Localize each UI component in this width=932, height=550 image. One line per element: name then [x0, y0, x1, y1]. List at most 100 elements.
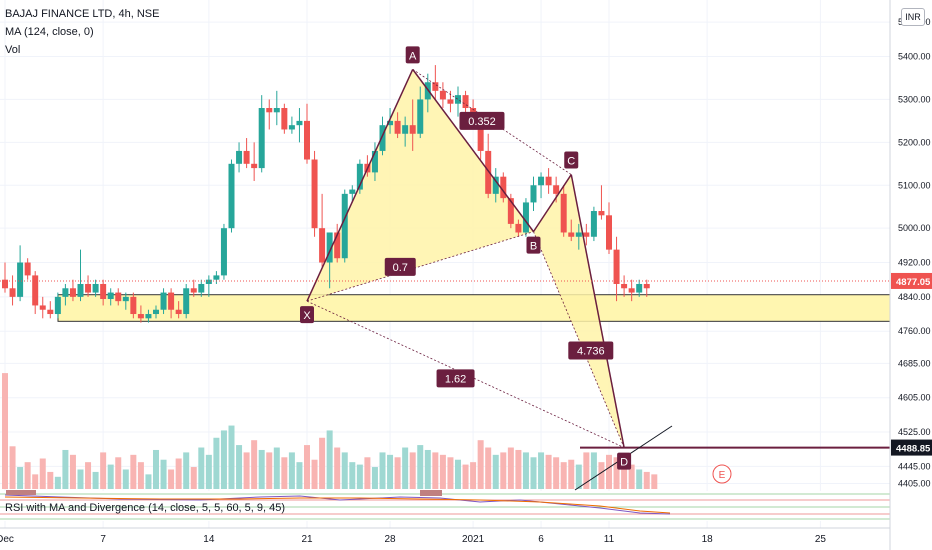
pattern-ratio-label: 0.352	[468, 116, 496, 128]
price-axis-label: 5300.00	[898, 94, 931, 104]
volume-bar	[470, 462, 477, 489]
volume-bar	[39, 458, 46, 489]
volume-bar	[485, 447, 492, 489]
pattern-ratio-label: 4.736	[577, 346, 605, 358]
volume-bar	[296, 462, 303, 489]
price-axis-label: 5200.00	[898, 137, 931, 147]
volume-bar	[651, 474, 658, 489]
candle-body	[590, 211, 597, 237]
candle-body	[409, 125, 416, 134]
volume-bar	[515, 449, 522, 489]
pattern-point-label-bg	[526, 236, 541, 254]
candle-body	[24, 262, 31, 276]
time-axis-label: 21	[301, 534, 313, 545]
pattern-leg	[306, 69, 414, 302]
volume-bar	[100, 452, 107, 489]
volume-bar	[522, 452, 529, 489]
candle-body	[485, 150, 492, 194]
candle-body	[47, 309, 54, 315]
candle-body	[560, 193, 567, 233]
candle-body	[168, 292, 175, 310]
volume-bar	[9, 446, 16, 489]
currency-badge[interactable]: INR	[901, 8, 925, 26]
candle-body	[258, 108, 265, 169]
candle-body	[583, 232, 590, 237]
candle-body	[417, 99, 424, 134]
candle-body	[175, 309, 182, 315]
pattern-ratio-label: 0.7	[393, 262, 408, 274]
rsi-legend[interactable]: RSI with MA and Divergence (14, close, 5…	[5, 502, 286, 514]
pattern-point-label-bg	[405, 46, 420, 64]
volume-bar	[145, 474, 152, 489]
candle-body	[492, 176, 499, 194]
volume-bar	[379, 452, 386, 489]
price-axis-label: 4445.00	[898, 461, 931, 471]
time-axis-label: 7	[100, 534, 106, 545]
volume-bar	[273, 447, 280, 489]
candle-body	[85, 283, 92, 293]
volume-legend[interactable]: Vol	[5, 44, 21, 56]
time-axis-label: 28	[384, 534, 396, 545]
volume-bar	[507, 447, 514, 489]
volume-bar	[258, 449, 265, 489]
volume-bar	[54, 476, 61, 489]
time-axis-label: 18	[702, 534, 714, 545]
candle-body	[130, 296, 137, 315]
volume-bar	[553, 457, 560, 489]
volume-bar	[439, 454, 446, 489]
pattern-ratio-label: 1.62	[445, 373, 466, 385]
volume-bar	[409, 452, 416, 489]
volume-bar	[568, 459, 575, 489]
time-axis-label: 25	[815, 534, 827, 545]
volume-bar	[32, 474, 39, 489]
candle-body	[39, 305, 46, 310]
symbol-legend[interactable]: BAJAJ FINANCE LTD, 4h, NSE	[5, 8, 160, 20]
volume-bar	[628, 464, 635, 489]
volume-bar	[538, 452, 545, 489]
ma-legend[interactable]: MA (124, close, 0)	[5, 26, 94, 38]
volume-bar	[288, 452, 295, 489]
candle-body	[183, 288, 190, 315]
pattern-ratio-label-bg	[459, 111, 505, 130]
candle-body	[643, 283, 650, 289]
volume-bar	[636, 469, 643, 489]
volume-bar	[220, 430, 227, 489]
volume-bar	[530, 457, 537, 489]
price-axis-label: 4405.00	[898, 479, 931, 489]
time-axis-label: 14	[203, 534, 215, 545]
candle-body	[213, 275, 220, 280]
price-axis-label: 5000.00	[898, 223, 931, 233]
candle-body	[447, 99, 454, 104]
candle-body	[228, 163, 235, 229]
volume-bar	[560, 462, 567, 489]
candle-body	[455, 95, 461, 104]
volume-bar	[198, 447, 205, 489]
volume-bar	[92, 471, 99, 489]
candle-body	[598, 211, 605, 216]
candle-body	[507, 198, 514, 224]
volume-bar	[417, 445, 424, 489]
pattern-point-label: X	[303, 310, 311, 322]
volume-bar	[251, 440, 258, 489]
volume-bar	[168, 469, 175, 489]
candle-body	[477, 120, 484, 151]
price-axis-label: 4525.00	[898, 427, 931, 437]
volume-bar	[326, 430, 333, 489]
candle-body	[100, 283, 107, 300]
volume-bar	[122, 469, 129, 489]
candle-body	[205, 279, 212, 284]
volume-bar	[2, 373, 8, 489]
pattern-leg	[412, 68, 535, 233]
candle-body	[311, 159, 318, 229]
candle-body	[628, 288, 635, 293]
candle-body	[515, 223, 522, 233]
target-price-tag: 4488.85	[896, 444, 931, 455]
candle-body	[568, 232, 575, 237]
volume-bar	[455, 459, 461, 489]
volume-bar	[77, 469, 84, 489]
volume-bar	[137, 462, 144, 489]
price-axis-label: 5400.00	[898, 52, 931, 62]
time-axis-label: 6	[538, 534, 544, 545]
